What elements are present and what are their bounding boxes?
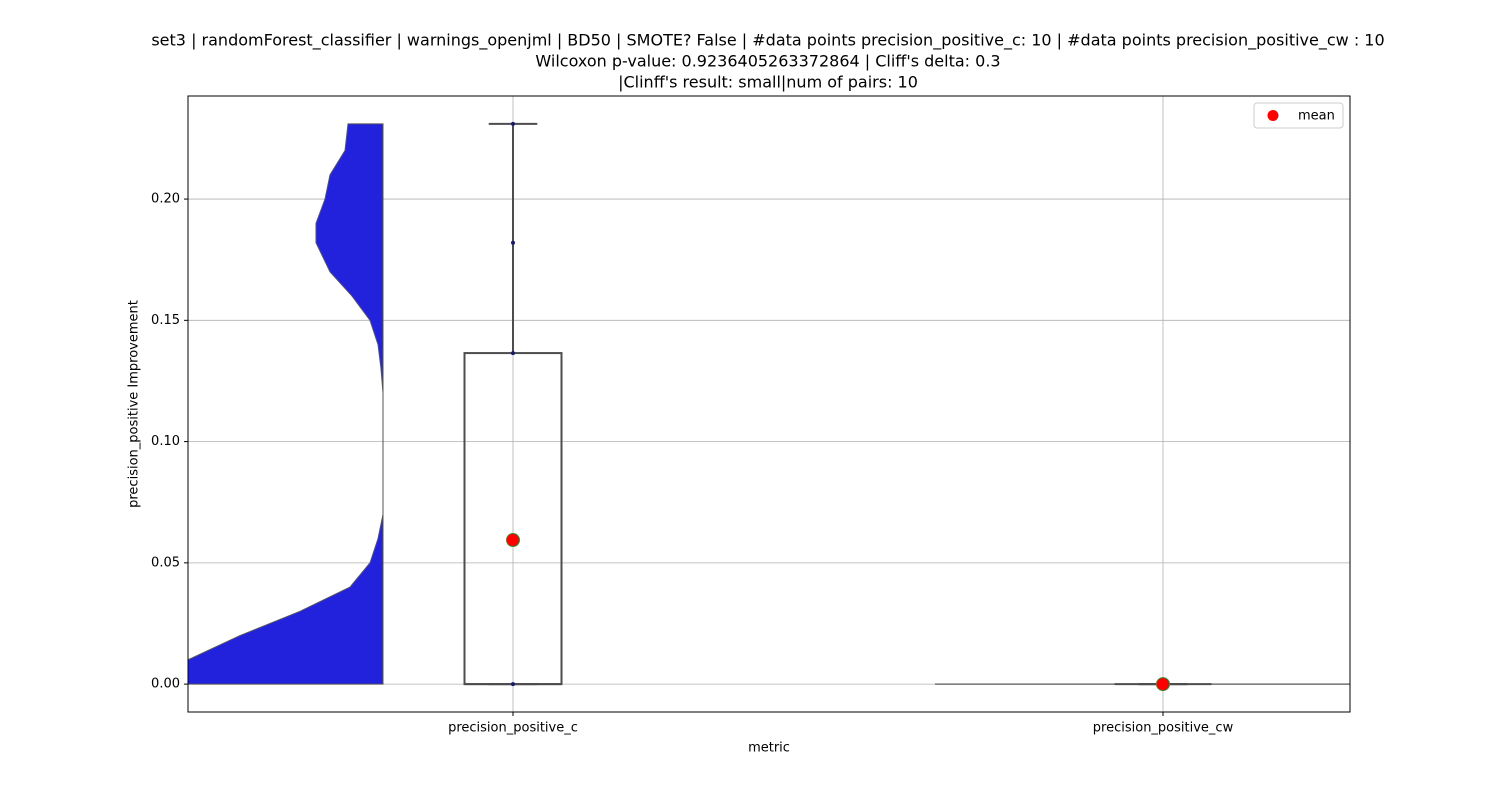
data-point	[511, 121, 515, 126]
y-tick-label: 0.15	[151, 313, 180, 328]
mean-marker	[1156, 677, 1170, 692]
violin	[188, 123, 384, 685]
x-axis-label: metric	[748, 741, 790, 756]
legend-label: mean	[1298, 109, 1335, 124]
x-tick-label: precision_positive_c	[448, 721, 578, 736]
overlay: 0.00 0.05 0.10 0.15 0.20 precision_positive_c…	[151, 95, 1351, 736]
y-tick-label: 0.20	[151, 192, 180, 207]
y-tick-label: 0.00	[151, 677, 180, 692]
y-axis-label: precision_positive Improvement	[127, 300, 142, 508]
data-point	[511, 240, 515, 245]
legend-marker	[1267, 110, 1279, 121]
legend-box	[1253, 102, 1344, 129]
x-tick-label: precision_positive_cw	[1093, 721, 1234, 736]
y-tick-label: 0.05	[151, 555, 180, 570]
plot-area	[188, 96, 1350, 712]
chart-title: set3 | randomForest_classifier | warning…	[151, 31, 1384, 51]
data-point	[511, 351, 515, 356]
axes-frame	[187, 95, 1351, 713]
chart-subtitle: |Clinff's result: small|num of pairs: 10	[618, 73, 918, 92]
y-tick-label: 0.10	[151, 434, 180, 449]
data-point	[511, 682, 515, 687]
chart-subtitle: Wilcoxon p-value: 0.9236405263372864 | C…	[535, 52, 1000, 71]
mean-marker	[506, 533, 520, 548]
